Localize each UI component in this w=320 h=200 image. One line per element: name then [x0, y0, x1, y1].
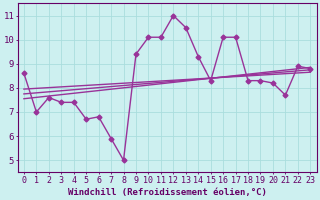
X-axis label: Windchill (Refroidissement éolien,°C): Windchill (Refroidissement éolien,°C)	[68, 188, 267, 197]
